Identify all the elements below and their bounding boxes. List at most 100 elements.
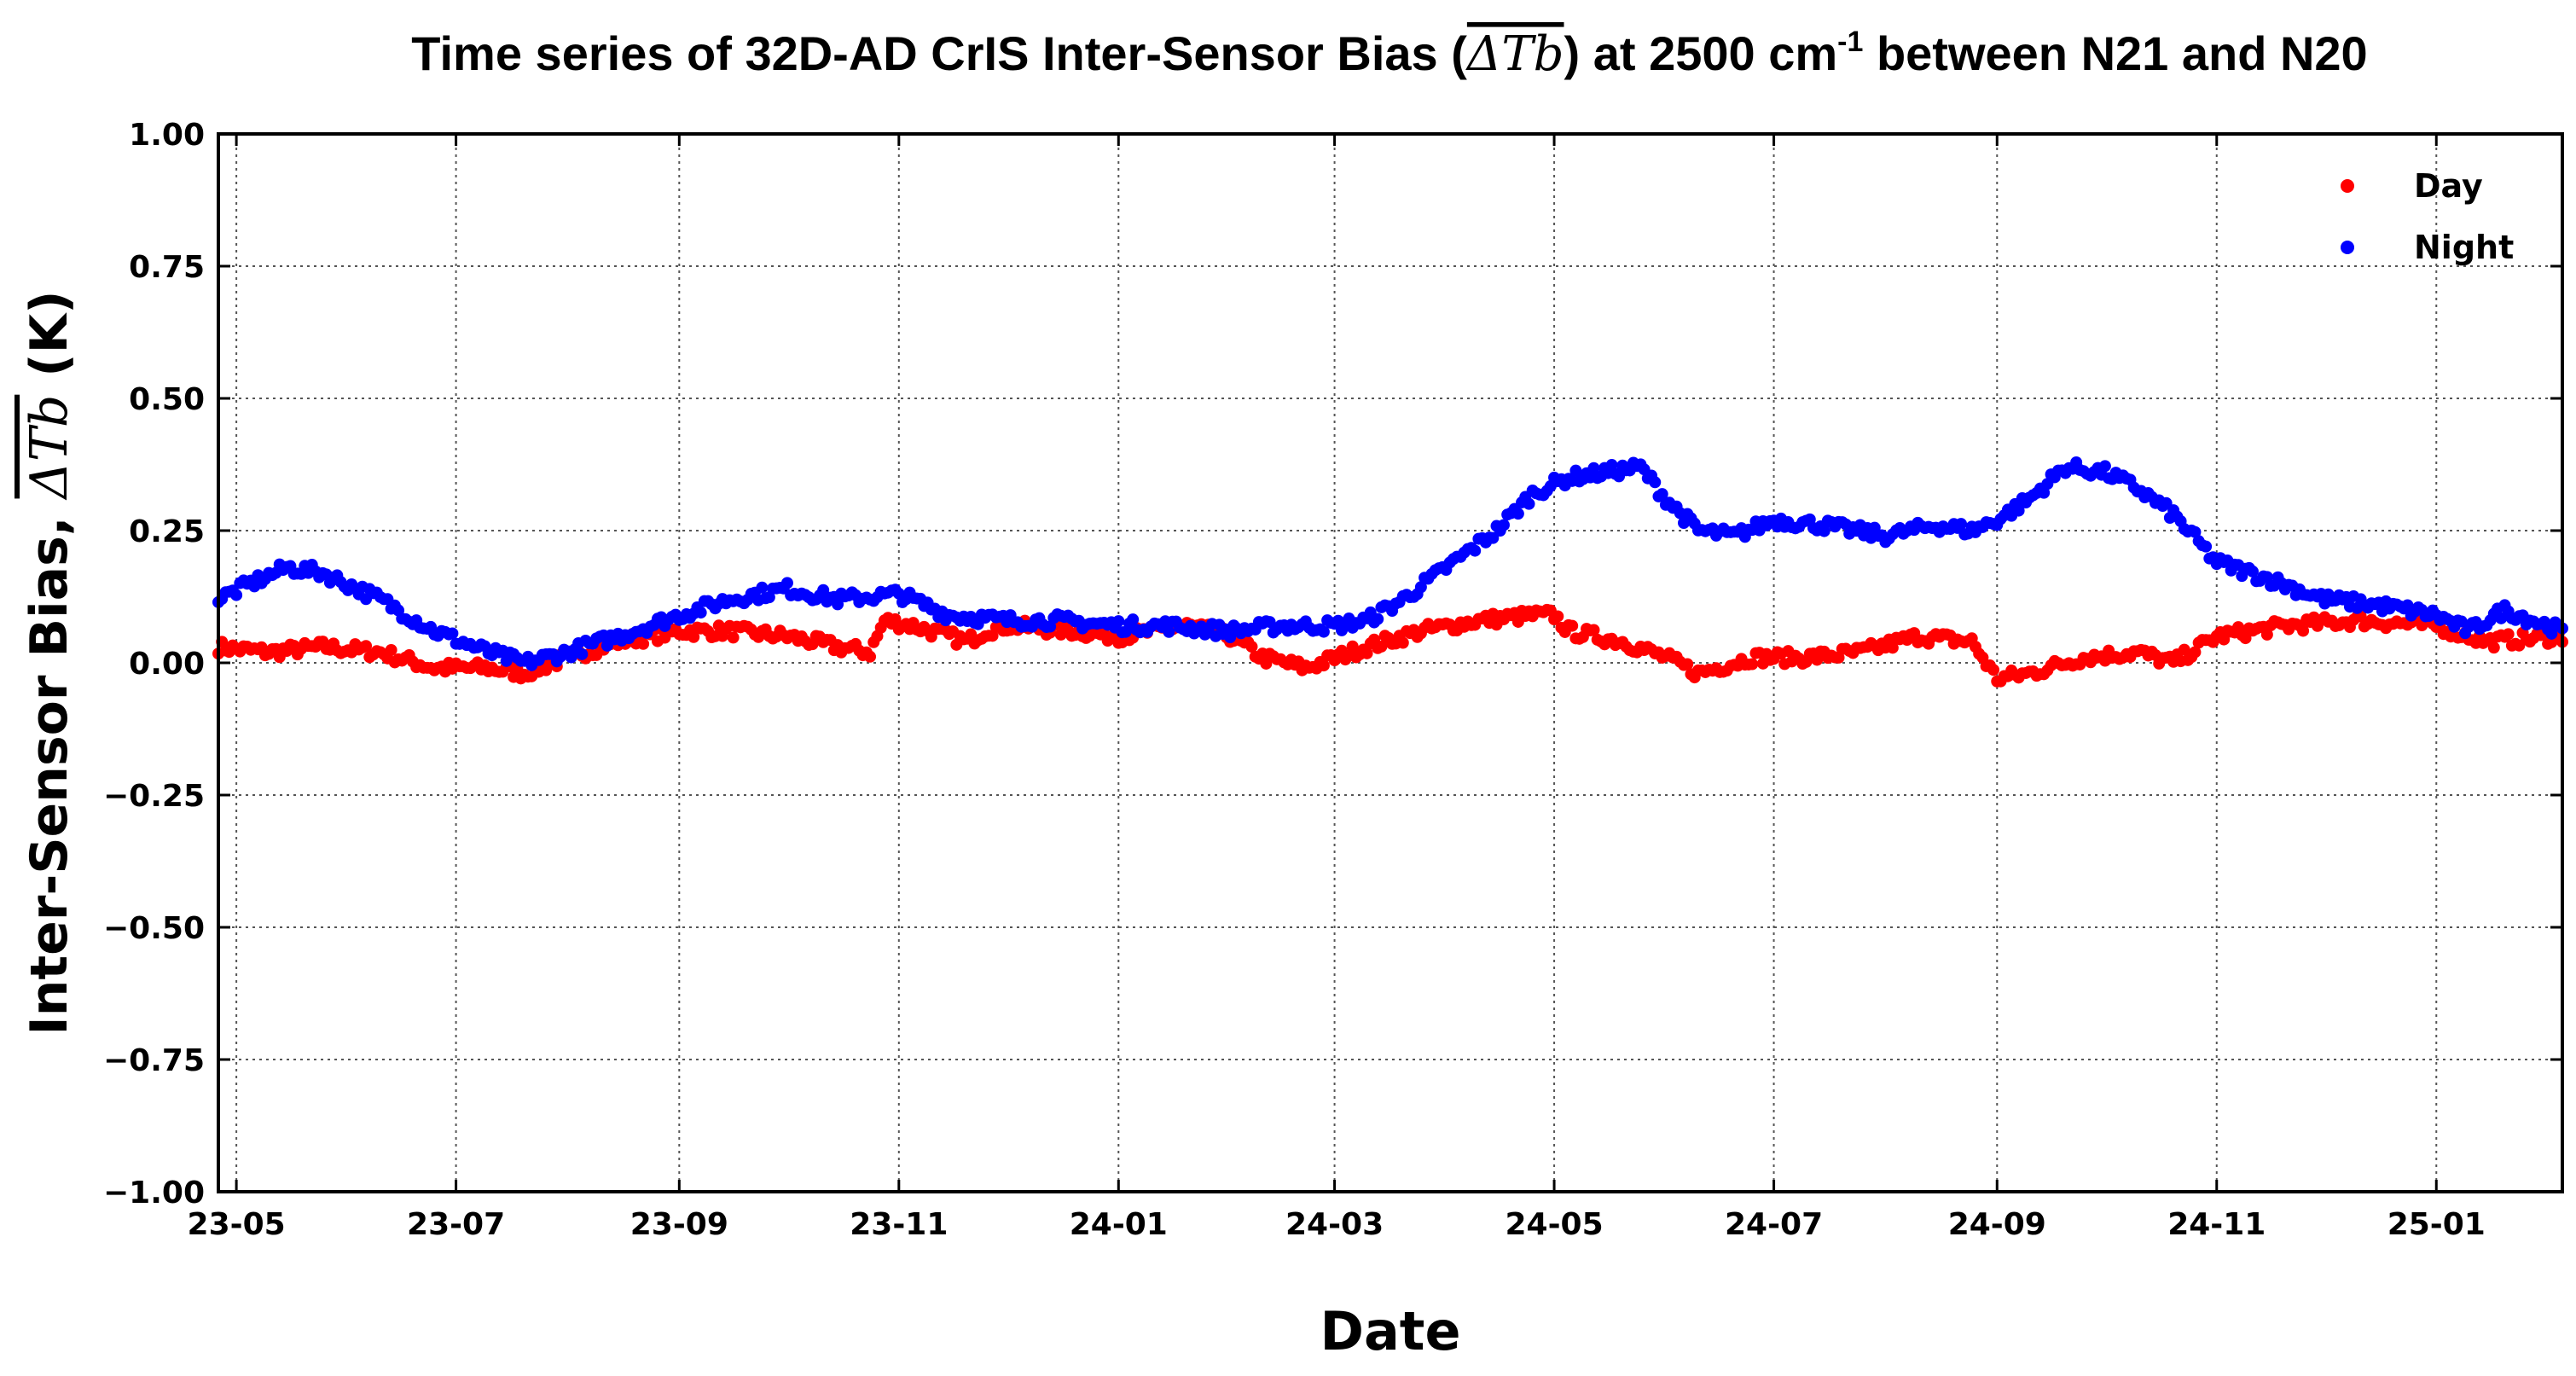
axis-ticks: 1.00 0.75 0.50 0.25 0.00 −0.25 −0.50 −0.75 −1.00…	[103, 118, 2562, 1242]
ylabel-suffix: (K)	[20, 290, 79, 394]
data-point-night	[1605, 459, 1618, 472]
data-point-night	[1469, 544, 1482, 557]
data-point-day	[1361, 647, 1373, 659]
data-point-day	[360, 640, 373, 653]
x-tick-label: 23-09	[630, 1207, 728, 1242]
data-point-day	[1375, 640, 1388, 653]
data-point-day	[727, 631, 740, 644]
legend: Day Night	[2341, 167, 2514, 266]
data-point-day	[1886, 642, 1899, 654]
data-point-day	[1317, 659, 1330, 672]
data-point-day	[1681, 658, 1694, 671]
data-point-night	[1569, 464, 1582, 477]
data-point-night	[1818, 525, 1830, 537]
data-point-day	[2487, 642, 2500, 654]
chart-title: Time series of 32D-AD CrIS Inter-Sensor …	[411, 26, 2367, 82]
title-suffix-a: ) at 2500 cm	[1564, 26, 1838, 80]
data-point-night	[446, 627, 459, 640]
data-points	[212, 456, 2568, 688]
x-tick-label: 24-07	[1725, 1207, 1823, 1242]
data-point-night	[2200, 540, 2213, 553]
data-point-day	[688, 630, 700, 643]
data-point-night	[2260, 571, 2273, 583]
data-point-night	[1414, 581, 1427, 594]
data-point-night	[2189, 525, 2202, 538]
data-point-day	[1396, 636, 1409, 649]
data-point-night	[1372, 613, 1384, 625]
y-tick-label: −1.00	[103, 1176, 205, 1211]
data-point-day	[1260, 657, 1273, 670]
data-point-day	[1566, 619, 1579, 632]
data-point-night	[2545, 627, 2558, 640]
series-night	[212, 456, 2568, 671]
x-tick-label: 24-11	[2167, 1207, 2266, 1242]
data-point-night	[1497, 519, 1510, 531]
data-point-day	[637, 637, 650, 650]
y-tick-label: 0.50	[129, 382, 205, 417]
data-point-night	[1955, 518, 1968, 531]
y-tick-label: 0.75	[129, 250, 205, 285]
ylabel-symbol: ΔTb	[20, 395, 79, 501]
data-point-night	[1649, 476, 1662, 489]
data-point-night	[2098, 460, 2111, 473]
x-tick-label: 25-01	[2387, 1207, 2486, 1242]
data-point-day	[864, 650, 877, 663]
data-point-night	[1523, 497, 1535, 510]
y-axis-title: Inter-Sensor Bias, ΔTb (K)	[20, 290, 79, 1035]
title-prefix: Time series of 32D-AD CrIS Inter-Sensor …	[411, 26, 1467, 80]
x-tick-label: 23-05	[188, 1207, 286, 1242]
title-symbol: ΔTb	[1465, 26, 1564, 82]
data-point-day	[385, 643, 397, 656]
data-point-day	[1245, 641, 1258, 653]
data-point-night	[817, 583, 830, 596]
y-tick-label: −0.50	[103, 911, 205, 946]
title-suffix-b: between N21 and N20	[1863, 26, 2367, 80]
data-point-night	[2246, 565, 2259, 578]
y-tick-label: 0.00	[129, 647, 205, 682]
data-point-night	[832, 598, 844, 611]
legend-label-night: Night	[2414, 229, 2514, 266]
data-point-day	[2178, 643, 2190, 656]
data-point-day	[1587, 624, 1600, 636]
data-point-day	[2260, 628, 2273, 641]
data-point-night	[1263, 616, 1276, 629]
legend-marker-day	[2341, 179, 2354, 193]
data-point-night	[1224, 631, 1237, 644]
data-point-day	[2297, 624, 2310, 637]
data-point-night	[1163, 625, 1175, 638]
x-tick-label: 23-07	[407, 1207, 505, 1242]
data-point-night	[2012, 504, 2025, 517]
y-tick-label: 0.25	[129, 514, 205, 549]
data-point-day	[1746, 658, 1759, 671]
data-point-day	[2502, 628, 2515, 641]
data-point-night	[694, 607, 707, 619]
x-tick-label: 24-01	[1070, 1207, 1168, 1242]
data-point-night	[756, 581, 769, 594]
y-tick-label: 1.00	[129, 118, 205, 153]
data-point-night	[780, 577, 793, 589]
y-tick-label: −0.25	[103, 779, 205, 814]
x-axis-title: Date	[1320, 1300, 1461, 1362]
data-point-night	[230, 589, 243, 601]
title-superscript: -1	[1837, 26, 1863, 58]
data-point-day	[1987, 664, 2000, 676]
data-point-night	[1112, 615, 1125, 628]
data-point-day	[1552, 610, 1564, 623]
data-point-night	[576, 647, 589, 660]
x-tick-label: 23-11	[850, 1207, 948, 1242]
data-point-night	[1511, 508, 1524, 520]
data-point-night	[1487, 531, 1500, 544]
data-point-night	[1587, 462, 1600, 474]
legend-marker-night	[2341, 241, 2354, 254]
data-point-night	[1127, 613, 1140, 626]
data-point-day	[2239, 632, 2252, 645]
data-point-day	[1908, 627, 1921, 640]
x-tick-label: 24-03	[1285, 1207, 1384, 1242]
data-point-night	[1317, 625, 1330, 638]
data-point-day	[1346, 640, 1359, 653]
legend-label-day: Day	[2414, 167, 2483, 205]
x-tick-label: 24-05	[1505, 1207, 1603, 1242]
data-point-day	[2189, 646, 2202, 659]
data-point-night	[1656, 488, 1668, 501]
